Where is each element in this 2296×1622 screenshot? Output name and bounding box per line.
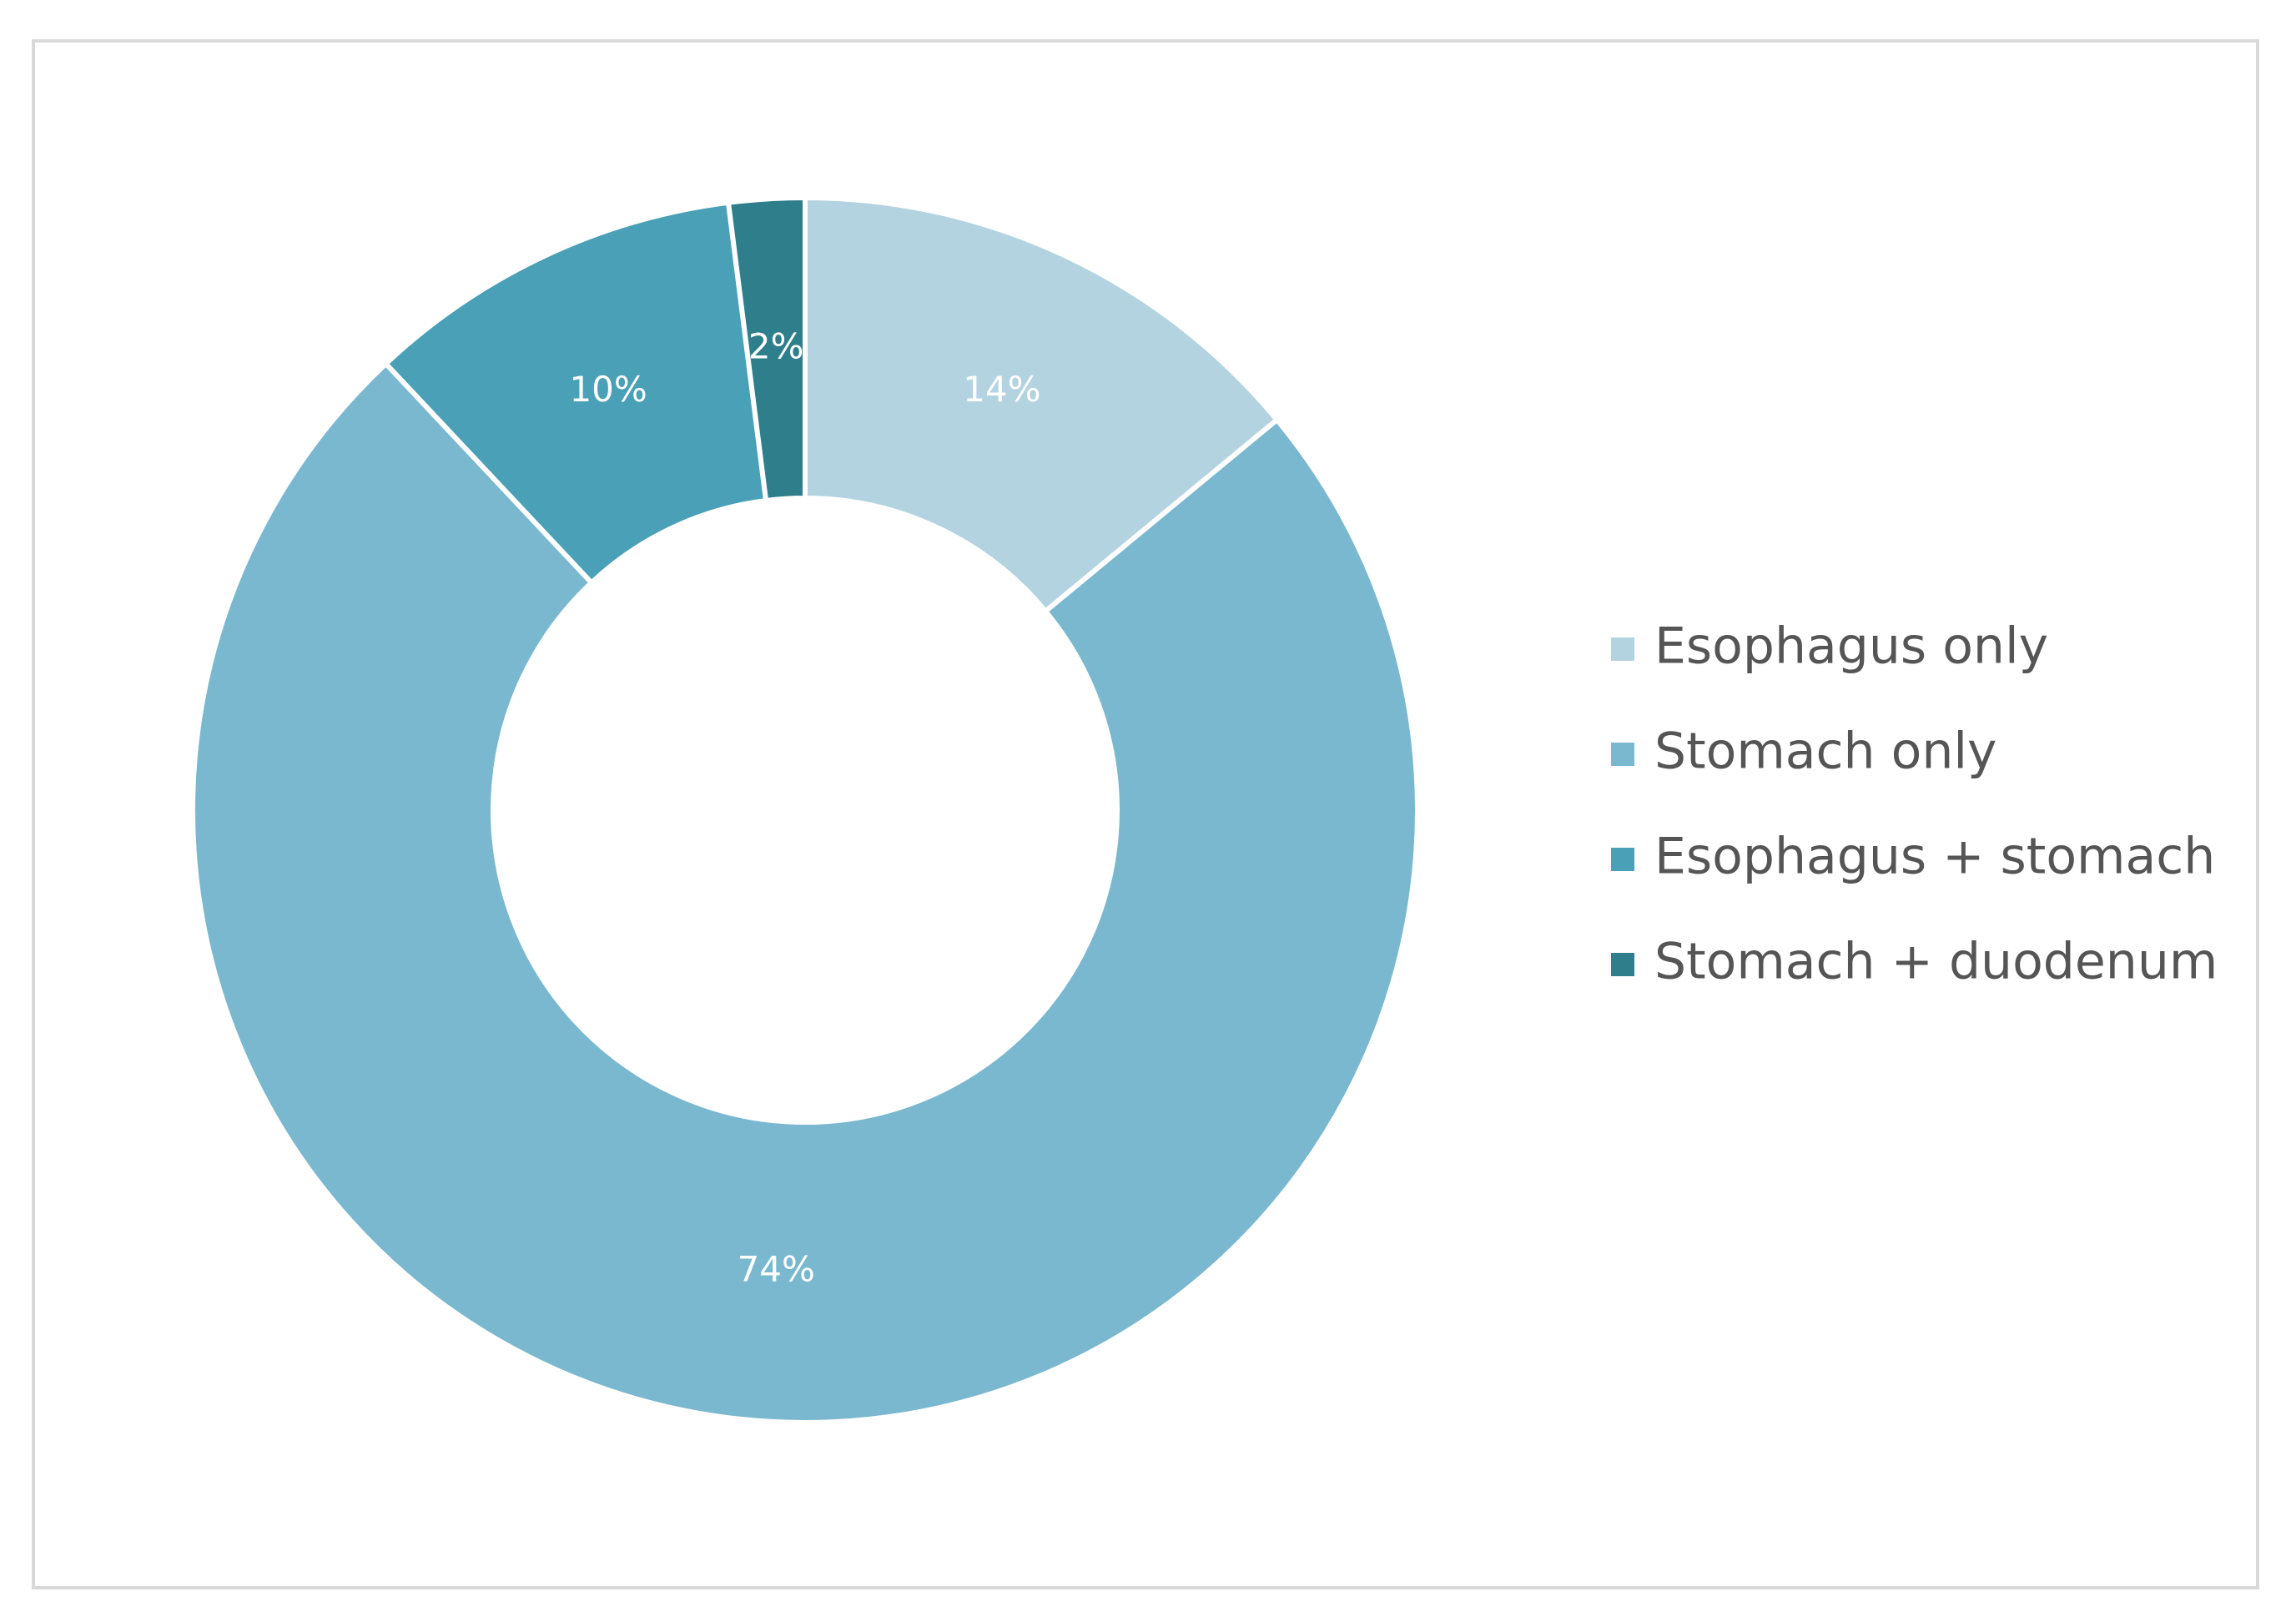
donut-segment: [382, 199, 769, 587]
donut-segment: [803, 194, 1281, 615]
data-label: 2%: [748, 326, 804, 367]
legend-marker: [1611, 637, 1634, 661]
legend-label: Esophagus only: [1654, 617, 2048, 676]
donut-segment: [190, 360, 1420, 1425]
data-label: 14%: [963, 369, 1040, 410]
legend-label: Esophagus + stomach: [1654, 828, 2215, 886]
donut-segment: [725, 194, 808, 504]
legend-label: Stomach + duodenum: [1654, 933, 2218, 991]
legend-label: Stomach only: [1654, 723, 1997, 781]
legend-marker: [1611, 743, 1634, 766]
data-label: 74%: [738, 1248, 815, 1289]
data-label: 10%: [569, 369, 647, 410]
legend-marker: [1611, 848, 1634, 871]
legend-marker: [1611, 953, 1634, 976]
